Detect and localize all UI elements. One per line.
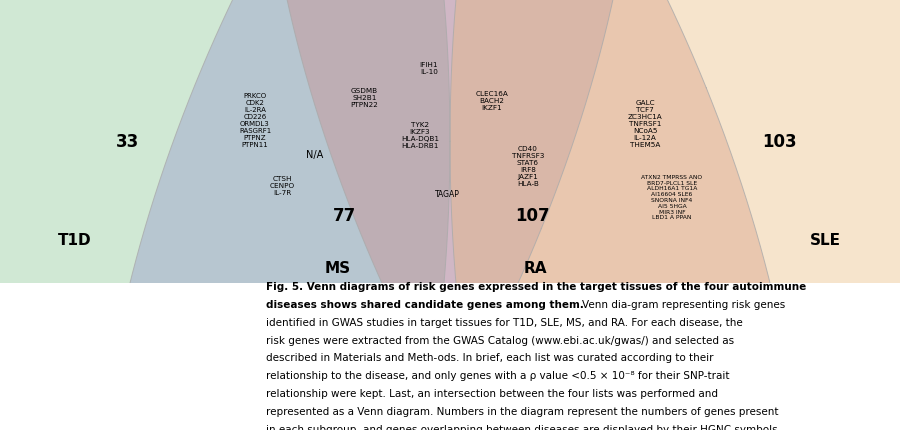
- Polygon shape: [450, 0, 900, 430]
- Text: ATXN2 TMPRSS ANO
BRD7-PLCL1 SLE
ALDH16A1 TG1A
AI16604 SLE6
SNORNA INF4
AI5 5HGA
: ATXN2 TMPRSS ANO BRD7-PLCL1 SLE ALDH16A1…: [642, 175, 703, 220]
- Text: CTSH
CENPO
IL-7R: CTSH CENPO IL-7R: [269, 176, 294, 196]
- Polygon shape: [101, 0, 634, 430]
- Text: relationship were kept. Last, an intersection between the four lists was perform: relationship were kept. Last, an interse…: [266, 388, 717, 398]
- Text: 103: 103: [762, 133, 797, 151]
- Text: relationship to the disease, and only genes with a ρ value <0.5 × 10⁻⁸ for their: relationship to the disease, and only ge…: [266, 370, 729, 381]
- Text: diseases shows shared candidate genes among them.: diseases shows shared candidate genes am…: [266, 299, 587, 309]
- Polygon shape: [266, 0, 799, 430]
- Text: RA: RA: [524, 261, 547, 276]
- Text: CD40
TNFRSF3
STAT6
IRF8
JAZF1
HLA-B: CD40 TNFRSF3 STAT6 IRF8 JAZF1 HLA-B: [512, 146, 544, 187]
- Text: Fig. 5. Venn diagrams of risk genes expressed in the target tissues of the four : Fig. 5. Venn diagrams of risk genes expr…: [266, 281, 806, 292]
- Text: MS: MS: [324, 261, 351, 276]
- Text: risk genes were extracted from the GWAS Catalog (www.ebi.ac.uk/gwas/) and select: risk genes were extracted from the GWAS …: [266, 335, 734, 345]
- Text: 107: 107: [515, 207, 550, 224]
- Text: in each subgroup, and genes overlapping between diseases are displayed by their : in each subgroup, and genes overlapping …: [266, 424, 780, 430]
- Text: represented as a Venn diagram. Numbers in the diagram represent the numbers of g: represented as a Venn diagram. Numbers i…: [266, 406, 778, 416]
- Text: TAGAP: TAGAP: [435, 190, 459, 199]
- Text: Venn dia-gram representing risk genes: Venn dia-gram representing risk genes: [582, 299, 786, 309]
- Text: GSDMB
SH2B1
PTPN22: GSDMB SH2B1 PTPN22: [351, 88, 378, 108]
- Text: 77: 77: [333, 207, 356, 224]
- Text: described in Materials and Meth-ods. In brief, each list was curated according t: described in Materials and Meth-ods. In …: [266, 353, 713, 362]
- Text: TYK2
IKZF3
HLA-DQB1
HLA-DRB1: TYK2 IKZF3 HLA-DQB1 HLA-DRB1: [401, 121, 439, 148]
- Text: GALC
TCF7
ZC3HC1A
TNFRSF1
NCoA5
IL-12A
THEM5A: GALC TCF7 ZC3HC1A TNFRSF1 NCoA5 IL-12A T…: [627, 99, 662, 147]
- Text: 33: 33: [116, 133, 140, 151]
- Polygon shape: [0, 0, 450, 430]
- Text: IFIH1
IL-10: IFIH1 IL-10: [419, 61, 438, 74]
- Text: T1D: T1D: [58, 232, 92, 247]
- Text: SLE: SLE: [809, 232, 841, 247]
- Text: CLEC16A
BACH2
IKZF1: CLEC16A BACH2 IKZF1: [475, 91, 508, 111]
- Text: identified in GWAS studies in target tissues for T1D, SLE, MS, and RA. For each : identified in GWAS studies in target tis…: [266, 317, 742, 327]
- Text: PRKCO
CDK2
IL-2RA
CD226
ORMDL3
RASGRF1
PTPNZ
PTPN11: PRKCO CDK2 IL-2RA CD226 ORMDL3 RASGRF1 P…: [238, 93, 271, 148]
- Text: N/A: N/A: [306, 150, 324, 160]
